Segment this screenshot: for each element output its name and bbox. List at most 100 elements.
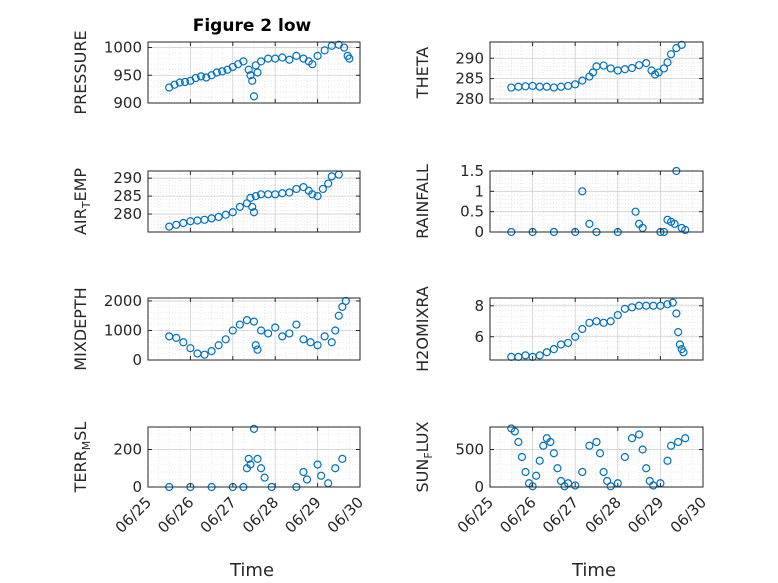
subplot-6: 6 8 H2OMIXRA [413,286,704,372]
data-point [620,452,630,462]
data-point [663,58,672,67]
data-point [338,302,347,311]
y-tick-label: 1.5 [460,162,484,180]
y-tick-label: 280 [113,205,142,223]
data-point [235,320,244,329]
data-point [331,464,340,473]
axes-box [147,41,361,104]
y-tick-label: 1000 [104,321,142,339]
data-point [218,67,227,76]
data-point [248,202,257,211]
data-point [246,193,255,203]
data-point [246,71,255,80]
data-point [606,317,615,326]
data-point [327,338,336,347]
y-tick-label: 285 [113,187,142,205]
axes-box [489,170,704,233]
axes-box [489,41,704,104]
data-point [278,332,287,341]
data-point [313,341,322,350]
data-point [251,341,260,350]
data-point [214,341,223,350]
x-tick-label: 06/26 [496,493,539,536]
data-point [285,329,294,338]
data-point [674,328,683,337]
x-tick-label: 06/25 [454,493,497,536]
data-point [302,475,312,484]
data-point [638,223,647,233]
y-tick-label: 950 [113,66,142,84]
y-axis-label: H2OMIXRA [413,286,432,372]
data-point [539,441,548,450]
x-tick-label: 06/30 [667,493,710,536]
data-point [170,80,179,89]
data-series [165,296,350,359]
data-point [532,471,541,480]
data-point [627,434,637,443]
data-point [308,190,317,199]
data-point [553,464,562,473]
data-point [592,437,601,447]
y-tick-label: 6 [474,328,484,346]
data-point [256,464,266,473]
x-tick-label: 06/25 [112,493,155,536]
y-tick-label: 0 [474,478,484,496]
data-point [578,324,587,334]
data-point [578,76,587,85]
subplot-1: 900 950 1000 PRESSURE [71,30,361,115]
data-point [313,460,322,469]
x-tick-label: 06/30 [324,493,367,536]
data-point [318,184,327,194]
data-point [239,57,248,66]
data-point [285,188,294,197]
data-point [599,467,608,477]
data-point [244,65,253,74]
data-point [271,323,280,332]
data-point [331,326,340,335]
y-tick-label: 285 [455,70,484,88]
y-axis-label: MIXDEPTH [71,287,90,370]
data-point [672,309,681,318]
axes-box [147,170,361,233]
data-point [681,434,690,443]
data-point [248,76,257,85]
data-point [324,179,333,188]
data-point [585,219,594,228]
data-point [244,454,253,463]
y-tick-label: 8 [474,297,484,315]
data-point [585,441,594,450]
data-point [251,61,260,70]
data-point [334,311,343,320]
y-tick-label: 200 [113,441,142,459]
data-point [606,482,615,491]
data-point [666,50,676,59]
data-point [663,300,672,309]
data-point [542,348,551,357]
axes-box [489,297,704,361]
data-point [212,68,221,77]
axes-box [147,297,361,361]
subplot-2: 280 285 290 THETA [413,40,704,108]
data-series [507,298,688,361]
data-point [249,208,259,217]
data-point [595,449,605,458]
y-axis-label: AIRTEMP [71,168,93,235]
data-point [285,55,294,64]
data-point [670,219,679,228]
data-point [338,454,347,463]
data-point [606,64,615,73]
subplot-5: 0 1000 2000 MIXDEPTH [71,287,361,371]
data-point [613,310,622,320]
data-point [181,77,190,87]
data-point [299,467,308,477]
axes-box [147,426,361,488]
y-axis-label: SUNFLUX [413,421,435,492]
data-point [549,345,559,354]
data-point [207,347,216,356]
data-point [253,345,262,354]
data-point [588,68,598,77]
data-point [345,54,354,63]
